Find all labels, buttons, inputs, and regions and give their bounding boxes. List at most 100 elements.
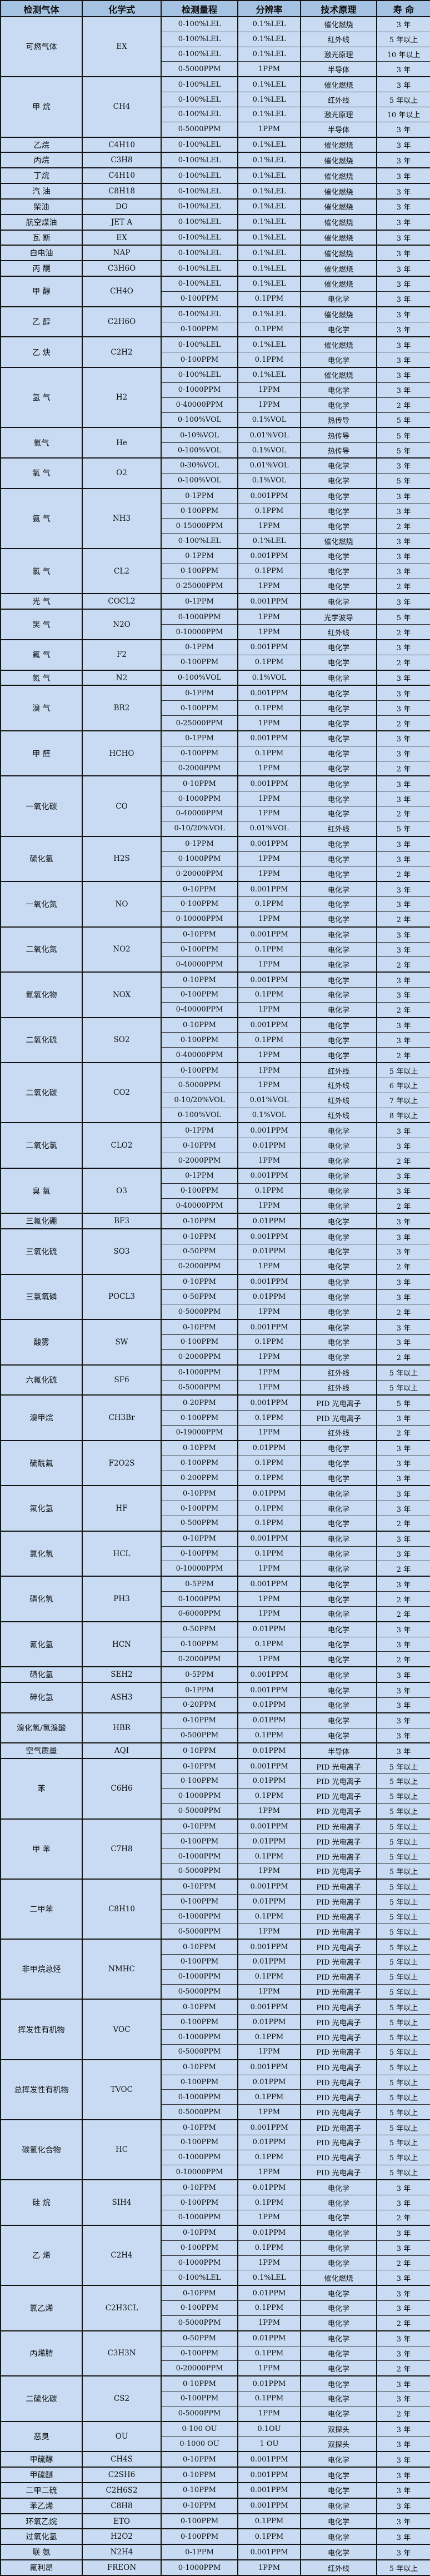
formula-cell: DO — [82, 198, 162, 215]
principle-cell: PID 光电离子 — [300, 2074, 377, 2090]
formula-cell: C2H2 — [82, 336, 162, 368]
principle-cell: 电化学 — [300, 2255, 377, 2271]
range-cell: 0-100PPM — [161, 2074, 238, 2090]
resolution-cell: 0.1OU — [237, 2420, 301, 2437]
range-cell: 0-100%LEL — [161, 276, 238, 292]
resolution-cell: 0.01%VOL — [237, 457, 301, 474]
formula-cell: CO2 — [82, 1062, 162, 1123]
principle-cell: 电化学 — [300, 1682, 377, 1698]
lifespan-cell: 5 年以上 — [376, 1773, 430, 1789]
resolution-cell: 1PPM — [237, 1349, 301, 1366]
principle-cell: 电化学 — [300, 1228, 377, 1245]
resolution-cell: 1PPM — [237, 121, 301, 138]
gas-name-cell: 磷化氢 — [0, 1576, 83, 1622]
range-cell: 0-1000PPM — [161, 2149, 238, 2165]
lifespan-cell: 3 年 — [376, 971, 430, 988]
formula-cell: NO2 — [82, 926, 162, 973]
lifespan-cell: 5 年以上 — [376, 1999, 430, 2015]
resolution-cell: 0.001PPM — [237, 1017, 301, 1033]
principle-cell: 电化学 — [300, 730, 377, 746]
table-row: 0-1000PPM 1PPM 电化学 3 年 — [1, 851, 430, 867]
formula-cell: OU — [82, 2420, 162, 2452]
principle-cell: PID 光电离子 — [300, 1833, 377, 1850]
range-cell: 0-1PPM — [161, 685, 238, 701]
resolution-cell: 0.01PPM — [237, 1289, 301, 1305]
range-cell: 0-100%LEL — [161, 106, 238, 122]
lifespan-cell: 3 年 — [376, 533, 430, 549]
lifespan-cell: 3 年 — [376, 669, 430, 686]
resolution-cell: 0.1%LEL — [237, 276, 301, 292]
gas-name-cell: 乙 烯 — [0, 2224, 83, 2286]
lifespan-cell: 5 年以上 — [376, 1788, 430, 1804]
gas-name-cell: 二氧化硫 — [0, 1017, 83, 1063]
range-cell: 0-100%LEL — [161, 2270, 238, 2286]
principle-cell: 电化学 — [300, 2497, 377, 2514]
lifespan-cell: 6 年以上 — [376, 1077, 430, 1093]
gas-name-cell: 氯乙烯 — [0, 2285, 83, 2331]
formula-cell: BF3 — [82, 1213, 162, 1229]
table-row: 0-5000PPM 1PPM 电化学 2 年 — [1, 2315, 430, 2331]
resolution-cell: 0.1PPM — [237, 941, 301, 958]
range-cell: 0-1000PPM — [161, 851, 238, 867]
range-cell: 0-10PPM — [161, 2467, 238, 2483]
resolution-cell: 1PPM — [237, 1304, 301, 1320]
principle-cell: 催化燃烧 — [300, 152, 377, 168]
table-row: 0-20000PPM 1PPM 电化学 2 年 — [1, 866, 430, 882]
gas-name-cell: 二硫化碳 — [0, 2375, 83, 2422]
formula-cell: HCL — [82, 1530, 162, 1577]
range-cell: 0-100PPM — [161, 2195, 238, 2211]
table-row: 0-100PPM 0.1PPM 电化学 3 年 — [1, 2240, 430, 2256]
principle-cell: PID 光电离子 — [300, 1788, 377, 1804]
principle-cell: 催化燃烧 — [300, 276, 377, 292]
principle-cell: 电化学 — [300, 851, 377, 867]
table-row: 氯 气 CL2 0-1PPM 0.001PPM 电化学 3 年 — [0, 547, 430, 594]
principle-cell: 电化学 — [300, 1697, 377, 1713]
resolution-cell: 1PPM — [237, 715, 301, 731]
principle-cell: 红外线 — [300, 1425, 377, 1441]
lifespan-cell: 3 年 — [376, 2513, 430, 2529]
gas-name-cell: 一氧化氮 — [0, 881, 83, 928]
table-row: 二氧化氯 CLO2 0-1PPM 0.001PPM 电化学 3 年 — [0, 1122, 430, 1169]
table-row: 氦气 He 0-10%VOL 0.01%VOL 热传导 5 年 — [0, 427, 430, 459]
formula-cell: C2H6O — [82, 306, 162, 337]
lifespan-cell: 3 年 — [376, 2285, 430, 2301]
table-row: 0-500PPM 0.1PPM 电化学 2 年 — [1, 1515, 430, 1532]
principle-cell: 电化学 — [300, 1561, 377, 1577]
principle-cell: 电化学 — [300, 2405, 377, 2422]
table-row: 0-1000PPM 0.1PPM PID 光电离子 5 年以上 — [1, 2089, 430, 2105]
formula-cell: SW — [82, 1319, 162, 1366]
table-row: 挥发性有机物 VOC 0-10PPM 0.001PPM PID 光电离子 5 年以上 — [0, 1999, 430, 2060]
lifespan-cell: 3 年 — [376, 1455, 430, 1471]
lifespan-cell: 2 年 — [376, 1515, 430, 1532]
lifespan-cell: 3 年 — [376, 457, 430, 474]
table-row: 笑 气 N2O 0-1000PPM 1PPM 光学波导 5 年 — [0, 609, 430, 640]
resolution-cell: 0.1%VOL — [237, 669, 301, 686]
gas-name-cell: 碳氢化合物 — [0, 2119, 83, 2180]
principle-cell: 电化学 — [300, 639, 377, 655]
principle-cell: 电化学 — [300, 1183, 377, 1199]
table-row: 0-100PPM 0.01PPM PID 光电离子 5 年以上 — [1, 2074, 430, 2090]
lifespan-cell: 5 年以上 — [376, 2089, 430, 2105]
gas-name-cell: 甲硫醇 — [0, 2451, 83, 2468]
table-row: 0-5000PPM 1PPM 红外线 5 年以上 — [1, 1379, 430, 1396]
resolution-cell: 0.1%LEL — [237, 2270, 301, 2286]
table-row: 甲 苯 C7H8 0-10PPM 0.001PPM PID 光电离子 5 年以上 — [0, 1818, 430, 1880]
principle-cell: 电化学 — [300, 518, 377, 534]
range-cell: 0-100PPM — [161, 2391, 238, 2406]
range-cell: 0-200PPM — [161, 1470, 238, 1486]
lifespan-cell: 7 年以上 — [376, 1092, 430, 1108]
principle-cell: 电化学 — [300, 578, 377, 594]
resolution-cell: 0.1PPM — [237, 2149, 301, 2165]
range-cell: 0-100PPM — [161, 1410, 238, 1426]
resolution-cell: 1PPM — [237, 1591, 301, 1607]
lifespan-cell: 2 年 — [376, 1651, 430, 1667]
principle-cell: 激光原理 — [300, 46, 377, 62]
resolution-cell: 1PPM — [237, 1984, 301, 2000]
table-row: 砷化氢 ASH3 0-1PPM 0.001PPM 电化学 3 年 — [0, 1682, 430, 1713]
lifespan-cell: 2 年 — [376, 1258, 430, 1275]
formula-cell: POCL3 — [82, 1273, 162, 1320]
table-body: 可燃气体 EX 0-100%LEL 0.1%LEL 催化燃烧 3 年 0-100%LEL 0.… — [0, 16, 430, 2576]
resolution-cell: 1PPM — [237, 866, 301, 882]
principle-cell: PID 光电离子 — [300, 2014, 377, 2030]
